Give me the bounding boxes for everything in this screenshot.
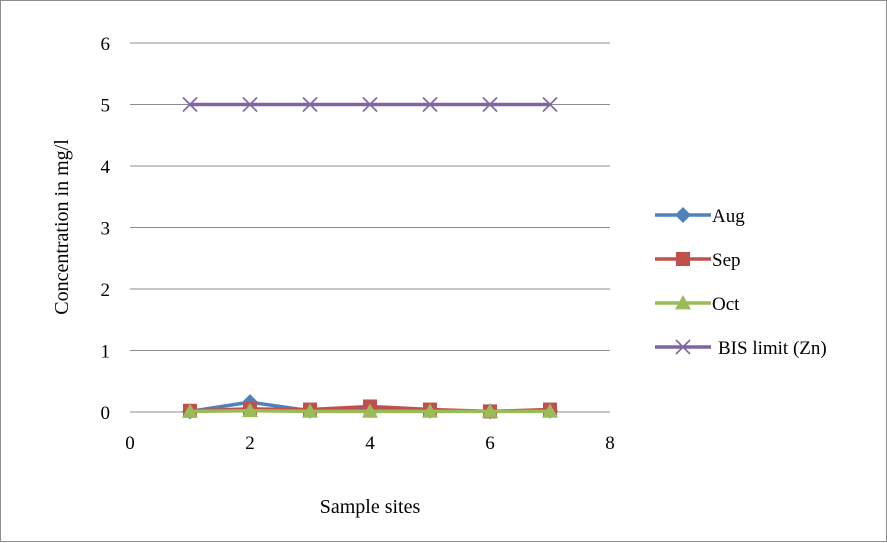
- legend-item-sep: Sep: [655, 250, 741, 271]
- data-point-bis-limit-zn: [302, 96, 318, 113]
- data-point-bis-limit-zn: [182, 96, 198, 113]
- legend-item-bis-limit-zn: BIS limit (Zn): [655, 338, 827, 359]
- x-tick-label: 4: [365, 433, 375, 454]
- x-tick-labels: 0 2 4 6 8: [125, 433, 615, 454]
- legend-marker-bis-limit-zn: [675, 339, 691, 355]
- data-point-bis-limit-zn: [242, 96, 258, 113]
- y-tick-label: 0: [101, 403, 111, 424]
- legend-label-sep: Sep: [712, 250, 741, 271]
- y-tick-label: 2: [101, 280, 111, 301]
- data-point-oct: [482, 403, 498, 418]
- data-point-oct: [242, 402, 258, 418]
- x-tick-label: 2: [245, 433, 255, 454]
- legend-label-aug: Aug: [712, 206, 745, 227]
- legend-item-aug: Aug: [655, 206, 745, 227]
- y-axis-label: Concentration in mg/l: [51, 139, 73, 315]
- x-axis-label: Sample sites: [320, 496, 421, 518]
- legend-marker-oct: [675, 295, 691, 310]
- x-tick-label: 0: [125, 433, 135, 454]
- data-point-oct: [422, 403, 438, 418]
- y-tick-label: 1: [101, 342, 111, 363]
- data-point-bis-limit-zn: [422, 96, 438, 113]
- data-point-oct: [542, 403, 558, 418]
- legend: Aug Sep Oct BIS limit (Zn): [655, 206, 827, 359]
- data-point-oct: [302, 403, 318, 418]
- data-point-bis-limit-zn: [482, 96, 498, 113]
- y-tick-label: 3: [101, 219, 111, 240]
- y-tick-label: 5: [101, 96, 111, 117]
- legend-marker-sep: [676, 252, 690, 266]
- y-tick-label: 6: [101, 34, 111, 55]
- series-oct: [182, 402, 558, 418]
- legend-label-bis-limit-zn: BIS limit (Zn): [718, 338, 827, 359]
- x-tick-label: 8: [605, 433, 615, 454]
- plot-series: [182, 96, 558, 420]
- y-tick-label: 4: [101, 157, 111, 178]
- legend-label-oct: Oct: [712, 294, 740, 315]
- data-point-oct: [362, 403, 378, 418]
- series-bis-limit-zn: [182, 96, 558, 113]
- gridlines: [130, 42, 610, 413]
- x-tick-label: 6: [485, 433, 495, 454]
- data-point-oct: [182, 403, 198, 418]
- data-point-bis-limit-zn: [542, 96, 558, 113]
- y-tick-labels: 0 1 2 3 4 5 6: [101, 34, 111, 424]
- legend-item-oct: Oct: [655, 294, 740, 315]
- legend-marker-aug: [675, 207, 691, 223]
- data-point-bis-limit-zn: [362, 96, 378, 113]
